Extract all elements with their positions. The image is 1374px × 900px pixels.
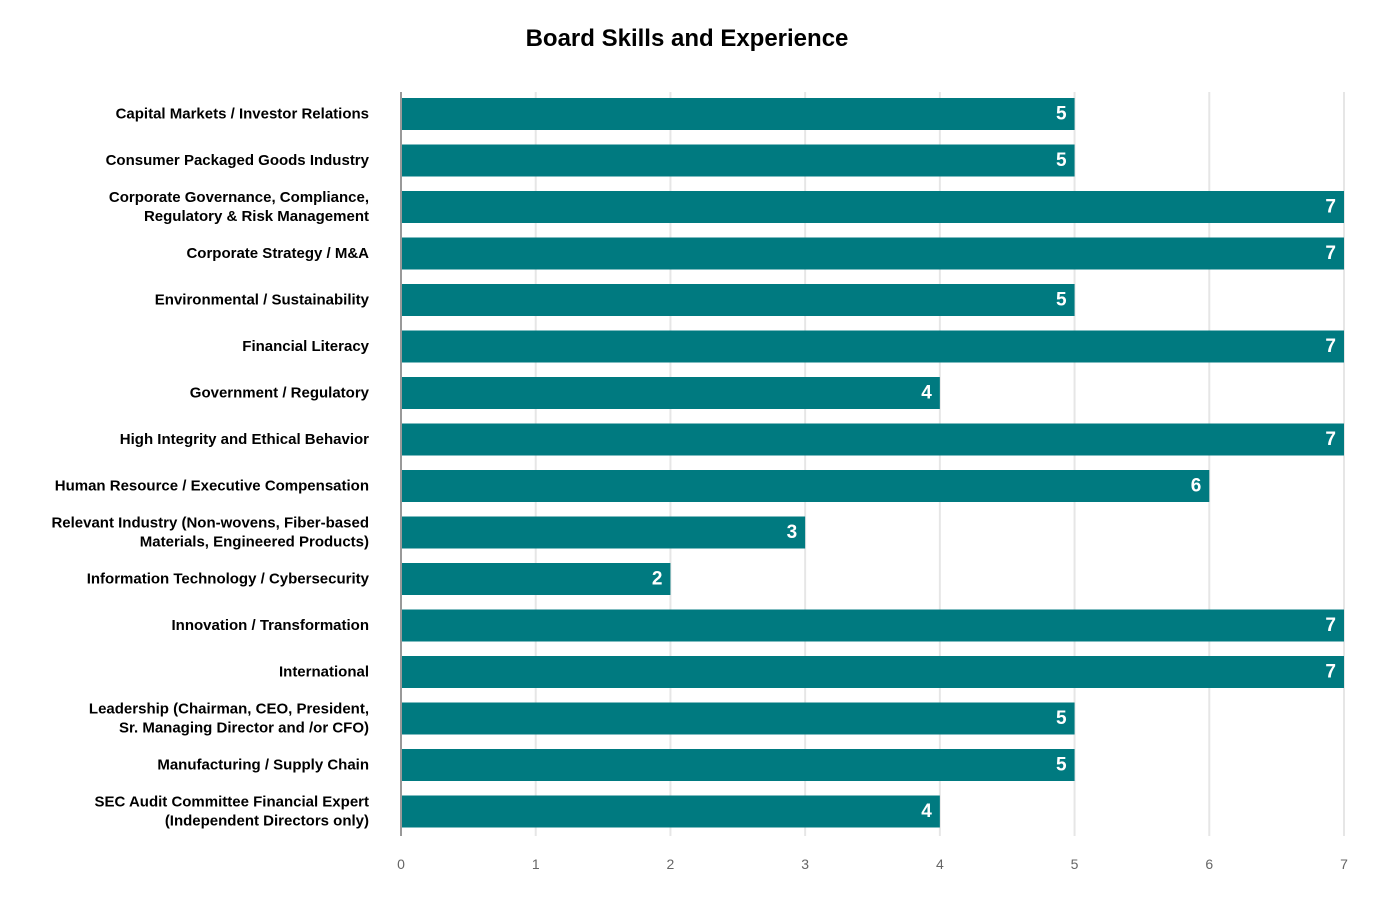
data-label: 5 <box>1056 150 1067 171</box>
category-label: Leadership (Chairman, CEO, President, <box>89 701 369 718</box>
bar <box>402 284 1075 316</box>
bar <box>402 98 1075 130</box>
x-tick-labels: 0 1 2 3 4 5 6 7 <box>397 856 1348 872</box>
bars <box>402 98 1344 828</box>
category-label: International <box>279 664 369 681</box>
category-label: (Independent Directors only) <box>165 813 369 830</box>
x-tick-label: 4 <box>936 856 944 872</box>
category-label: Sr. Managing Director and /or CFO) <box>119 720 369 737</box>
bar <box>402 702 1075 735</box>
category-labels: Capital Markets / Investor Relations Cons… <box>51 106 369 830</box>
bar <box>402 563 671 595</box>
bar <box>402 795 940 828</box>
data-label: 7 <box>1325 429 1336 450</box>
data-label: 4 <box>921 801 932 822</box>
data-label: 5 <box>1056 104 1067 125</box>
x-tick-label: 6 <box>1205 856 1213 872</box>
data-label: 5 <box>1056 708 1067 729</box>
bar <box>402 330 1344 363</box>
bar <box>402 237 1344 270</box>
data-label: 4 <box>921 383 932 404</box>
category-label: Relevant Industry (Non-wovens, Fiber-bas… <box>51 515 369 532</box>
category-label: Materials, Engineered Products) <box>140 534 369 551</box>
x-tick-label: 0 <box>397 856 405 872</box>
data-label: 3 <box>787 522 798 543</box>
category-label: Information Technology / Cybersecurity <box>87 571 370 588</box>
bar <box>402 470 1210 502</box>
data-label: 7 <box>1325 197 1336 218</box>
bar <box>402 749 1075 781</box>
category-label: Regulatory & Risk Management <box>144 208 369 225</box>
data-label: 7 <box>1325 336 1336 357</box>
x-tick-label: 2 <box>667 856 675 872</box>
category-label: Environmental / Sustainability <box>155 292 370 309</box>
bar <box>402 423 1344 456</box>
category-label: Financial Literacy <box>242 338 369 355</box>
x-tick-label: 3 <box>801 856 809 872</box>
category-label: Consumer Packaged Goods Industry <box>106 152 370 169</box>
data-label: 2 <box>652 569 663 590</box>
category-label: High Integrity and Ethical Behavior <box>120 431 369 448</box>
data-labels: 5 5 7 7 5 7 4 7 6 3 2 7 7 5 5 4 <box>652 104 1336 823</box>
category-label: Innovation / Transformation <box>171 617 369 634</box>
bar <box>402 609 1344 642</box>
bar <box>402 191 1344 223</box>
data-label: 7 <box>1325 243 1336 264</box>
data-label: 7 <box>1325 615 1336 636</box>
x-tick-label: 5 <box>1071 856 1079 872</box>
category-label: Corporate Governance, Compliance, <box>109 189 369 206</box>
data-label: 7 <box>1325 662 1336 683</box>
category-label: Corporate Strategy / M&A <box>186 245 369 262</box>
category-label: Government / Regulatory <box>190 385 370 402</box>
bar <box>402 656 1344 688</box>
bar <box>402 377 940 409</box>
x-tick-label: 1 <box>532 856 540 872</box>
category-label: Capital Markets / Investor Relations <box>116 106 369 123</box>
bar <box>402 516 806 549</box>
chart-title: Board Skills and Experience <box>525 25 849 52</box>
x-tick-label: 7 <box>1340 856 1348 872</box>
category-label: SEC Audit Committee Financial Expert <box>95 794 370 811</box>
data-label: 5 <box>1056 290 1067 311</box>
category-label: Human Resource / Executive Compensation <box>55 478 369 495</box>
category-label: Manufacturing / Supply Chain <box>157 757 369 774</box>
data-label: 5 <box>1056 755 1067 776</box>
bar <box>402 144 1075 177</box>
data-label: 6 <box>1191 476 1202 497</box>
